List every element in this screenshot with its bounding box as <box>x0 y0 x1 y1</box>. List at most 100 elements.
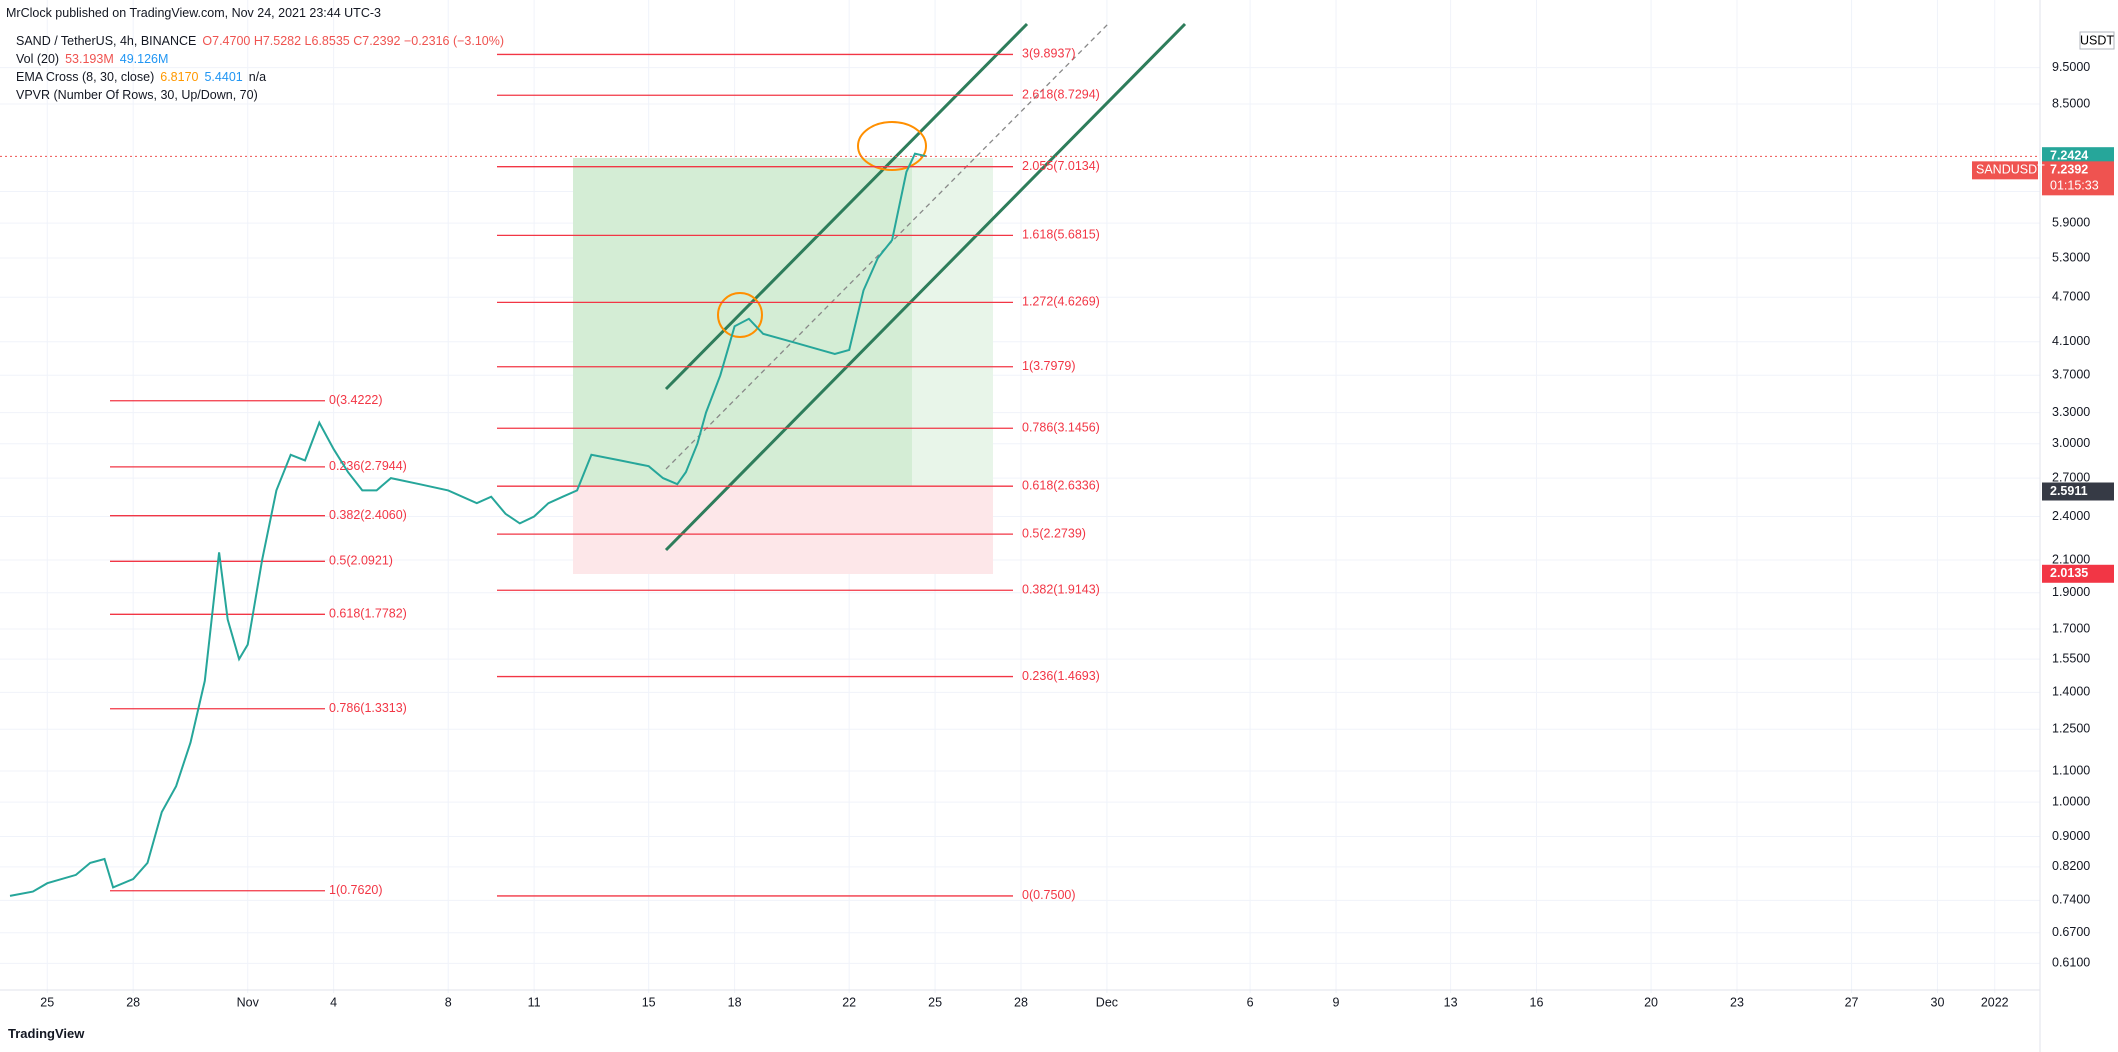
x-tick-label: 4 <box>330 995 337 1009</box>
y-tick-label: 0.6100 <box>2052 956 2090 970</box>
price-marker <box>2042 564 2114 583</box>
fib-label: 2.618(8.7294) <box>1022 88 1100 102</box>
fib-label: 2.055(7.0134) <box>1022 159 1100 173</box>
x-tick-label: 16 <box>1530 995 1544 1009</box>
y-tick-label: 2.1000 <box>2052 552 2090 566</box>
vol-value: 53.193M <box>65 52 114 66</box>
fib-label: 0.618(1.7782) <box>329 607 407 621</box>
x-tick-label: 15 <box>642 995 656 1009</box>
fib-label: 1(3.7979) <box>1022 359 1076 373</box>
price-marker-label: 7.2424 <box>2050 148 2088 162</box>
y-tick-label: 3.3000 <box>2052 405 2090 419</box>
publish-header: MrClock published on TradingView.com, No… <box>6 6 381 20</box>
grid <box>0 0 2040 993</box>
unit-box <box>2079 31 2115 50</box>
vol-ma: 49.126M <box>119 52 169 66</box>
x-tick-label: 20 <box>1644 995 1658 1009</box>
x-tick-label: 23 <box>1730 995 1744 1009</box>
y-tick-label: 5.9000 <box>2052 215 2090 229</box>
price-marker <box>2042 482 2114 501</box>
fib-label: 0.382(2.4060) <box>329 508 407 522</box>
channel-lower <box>664 22 1187 552</box>
x-tick-label: 25 <box>40 995 54 1009</box>
x-tick-label: 13 <box>1444 995 1458 1009</box>
y-tick-label: 3.0000 <box>2052 436 2090 450</box>
fib-label: 0.786(3.1456) <box>1022 421 1100 435</box>
y-tick-label: 5.3000 <box>2052 250 2090 264</box>
price-marker-label: 2.5911 <box>2050 484 2088 498</box>
y-tick-label: 1.9000 <box>2052 585 2090 599</box>
x-tick-label: 11 <box>528 995 541 1009</box>
brand: TradingView <box>8 1026 85 1041</box>
fib-label: 0(3.4222) <box>329 393 383 407</box>
x-tick-label: 27 <box>1845 995 1859 1009</box>
y-tick-label: 0.7400 <box>2052 893 2090 907</box>
vol-label: Vol (20) <box>16 52 60 66</box>
price-marker-timer: 01:15:33 <box>2050 179 2099 193</box>
ema-cross: n/a <box>248 70 267 84</box>
highlight-ellipse <box>717 292 763 338</box>
x-tick-label: 18 <box>728 995 742 1009</box>
y-tick-label: 0.6700 <box>2052 925 2090 939</box>
fib-label: 1.618(5.6815) <box>1022 228 1100 242</box>
fib-label: 0(0.7500) <box>1022 888 1076 902</box>
channel-upper <box>664 22 1029 391</box>
price-line <box>9 152 927 897</box>
y-tick-label: 2.7000 <box>2052 470 2090 484</box>
symbol-tag <box>1972 161 2038 180</box>
fib-label: 3(9.8937) <box>1022 47 1076 61</box>
position-loss-area <box>573 486 993 574</box>
price-marker <box>2042 161 2114 196</box>
y-tick-label: 9.5000 <box>2052 60 2090 74</box>
x-tick-label: 28 <box>126 995 140 1009</box>
ohlc: O7.4700 H7.5282 L6.8535 C7.2392 −0.2316 … <box>202 34 505 48</box>
ema-label: EMA Cross (8, 30, close) <box>16 70 155 84</box>
symbol-tag-label: SANDUSDT <box>1976 163 2045 177</box>
legend: SAND / TetherUS, 4h, BINANCE O7.4700 H7.5… <box>16 32 510 104</box>
y-tick-label: 1.7000 <box>2052 621 2090 635</box>
y-tick-label: 1.2500 <box>2052 722 2090 736</box>
y-tick-label: 4.7000 <box>2052 290 2090 304</box>
x-tick-label: 6 <box>1247 995 1254 1009</box>
y-tick-label: 1.0000 <box>2052 794 2090 808</box>
x-tick-label: 2022 <box>1981 995 2009 1009</box>
symbol: SAND / TetherUS, 4h, BINANCE <box>16 34 197 48</box>
price-unit: USDT <box>2080 33 2114 47</box>
fib-label: 0.618(2.6336) <box>1022 478 1100 492</box>
y-tick-label: 1.5500 <box>2052 651 2090 665</box>
y-tick-label: 2.4000 <box>2052 509 2090 523</box>
x-tick-label: Nov <box>237 995 260 1009</box>
fib-label: 0.236(2.7944) <box>329 459 407 473</box>
price-marker-label: 2.0135 <box>2050 566 2088 580</box>
x-tick-label: 25 <box>928 995 942 1009</box>
y-tick-label: 3.7000 <box>2052 368 2090 382</box>
y-tick-label: 1.1000 <box>2052 763 2090 777</box>
x-tick-label: 22 <box>842 995 856 1009</box>
y-tick-label: 8.5000 <box>2052 96 2090 110</box>
fib-label: 0.5(2.0921) <box>329 554 393 568</box>
y-tick-label: 4.1000 <box>2052 334 2090 348</box>
x-tick-label: Dec <box>1096 995 1118 1009</box>
ema-fast: 6.8170 <box>160 70 199 84</box>
fib-label: 1.272(4.6269) <box>1022 295 1100 309</box>
y-tick-label: 0.9000 <box>2052 829 2090 843</box>
fib-label: 1(0.7620) <box>329 883 383 897</box>
ema-slow: 5.4401 <box>204 70 243 84</box>
x-tick-label: 9 <box>1333 995 1340 1009</box>
x-tick-label: 8 <box>445 995 452 1009</box>
fib-label: 0.786(1.3313) <box>329 701 407 715</box>
fib-label: 0.236(1.4693) <box>1022 669 1100 683</box>
fib-label: 0.5(2.2739) <box>1022 526 1086 540</box>
y-tick-label: 0.8200 <box>2052 859 2090 873</box>
x-tick-label: 28 <box>1014 995 1028 1009</box>
vpvr-label: VPVR (Number Of Rows, 30, Up/Down, 70) <box>16 88 258 102</box>
highlight-ellipse <box>857 121 927 171</box>
price-marker <box>2042 147 2114 166</box>
price-marker-label: 7.2392 <box>2050 163 2088 177</box>
channel-mid <box>665 23 1109 470</box>
y-tick-label: 1.4000 <box>2052 685 2090 699</box>
x-tick-label: 30 <box>1931 995 1945 1009</box>
fib-label: 0.382(1.9143) <box>1022 583 1100 597</box>
